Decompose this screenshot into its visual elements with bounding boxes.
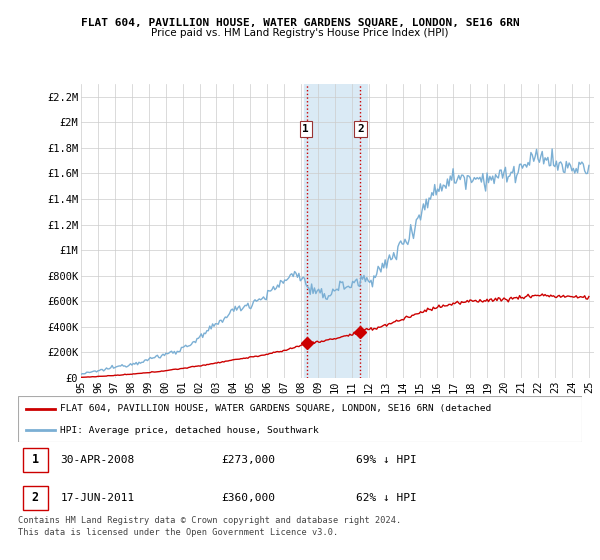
Text: FLAT 604, PAVILLION HOUSE, WATER GARDENS SQUARE, LONDON, SE16 6RN: FLAT 604, PAVILLION HOUSE, WATER GARDENS… (80, 17, 520, 27)
Text: Contains HM Land Registry data © Crown copyright and database right 2024.: Contains HM Land Registry data © Crown c… (18, 516, 401, 525)
Text: 1: 1 (32, 454, 39, 466)
Text: 62% ↓ HPI: 62% ↓ HPI (356, 493, 417, 503)
Text: This data is licensed under the Open Government Licence v3.0.: This data is licensed under the Open Gov… (18, 528, 338, 536)
FancyBboxPatch shape (23, 486, 48, 510)
Text: £273,000: £273,000 (221, 455, 275, 465)
Bar (304, 84, 367, 378)
Text: 2: 2 (32, 491, 39, 504)
Text: 17-JUN-2011: 17-JUN-2011 (60, 493, 134, 503)
FancyBboxPatch shape (23, 448, 48, 472)
Text: 30-APR-2008: 30-APR-2008 (60, 455, 134, 465)
Text: FLAT 604, PAVILLION HOUSE, WATER GARDENS SQUARE, LONDON, SE16 6RN (detached: FLAT 604, PAVILLION HOUSE, WATER GARDENS… (60, 404, 491, 413)
Text: £360,000: £360,000 (221, 493, 275, 503)
FancyBboxPatch shape (18, 396, 582, 442)
Text: 69% ↓ HPI: 69% ↓ HPI (356, 455, 417, 465)
Text: 2: 2 (357, 124, 364, 134)
Text: Price paid vs. HM Land Registry's House Price Index (HPI): Price paid vs. HM Land Registry's House … (151, 28, 449, 38)
Text: HPI: Average price, detached house, Southwark: HPI: Average price, detached house, Sout… (60, 426, 319, 435)
Text: 1: 1 (302, 124, 309, 134)
